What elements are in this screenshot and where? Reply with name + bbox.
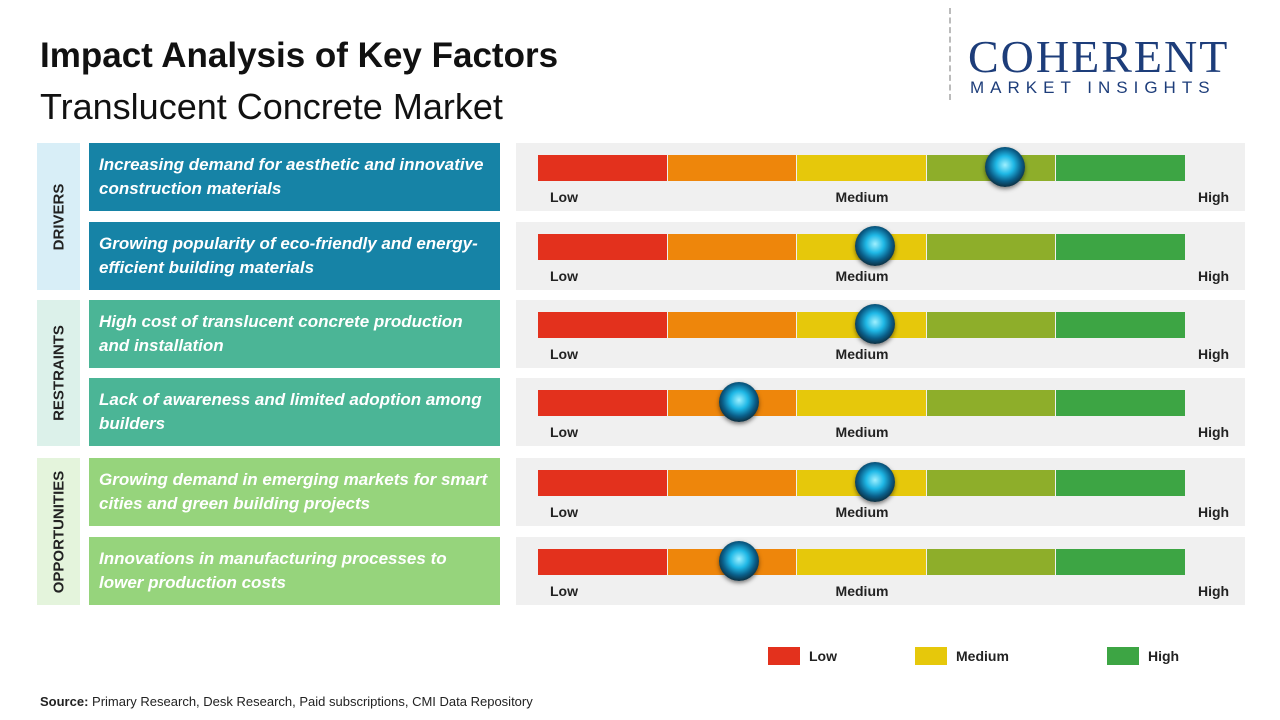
gauge-segment bbox=[538, 155, 667, 181]
gauge-panel: Low Medium High bbox=[516, 300, 1245, 368]
logo-tagline: MARKET INSIGHTS bbox=[970, 78, 1216, 97]
legend-label: Medium bbox=[956, 648, 1009, 664]
impact-knob bbox=[984, 147, 1025, 187]
factor-box: Innovations in manufacturing processes t… bbox=[89, 537, 500, 605]
scale-medium: Medium bbox=[835, 583, 889, 599]
gauge-segment bbox=[797, 155, 926, 181]
section-label: DRIVERS bbox=[50, 183, 67, 250]
gauge-segment bbox=[1056, 234, 1185, 260]
scale-low: Low bbox=[550, 346, 578, 362]
title: Impact Analysis of Key Factors bbox=[40, 36, 559, 75]
gauge-panel: Low Medium High bbox=[516, 537, 1245, 605]
section-band: RESTRAINTS bbox=[37, 300, 80, 446]
section-band: OPPORTUNITIES bbox=[37, 458, 80, 605]
factor-box: Lack of awareness and limited adoption a… bbox=[89, 378, 500, 446]
gauge-panel: Low Medium High bbox=[516, 222, 1245, 290]
gauge-segment bbox=[926, 549, 1056, 575]
logo-name: COHERENT bbox=[968, 31, 1230, 82]
gauge-segment bbox=[926, 312, 1056, 338]
gauge-segment bbox=[1056, 390, 1185, 416]
gauge-segment bbox=[926, 470, 1056, 496]
factor-box: Growing demand in emerging markets for s… bbox=[89, 458, 500, 526]
source-label: Source: bbox=[40, 694, 89, 709]
factor-box: Growing popularity of eco-friendly and e… bbox=[89, 222, 500, 290]
gauge-segment bbox=[797, 549, 926, 575]
legend-swatch bbox=[915, 647, 947, 665]
scale-high: High bbox=[1198, 504, 1230, 520]
gauge-segment bbox=[667, 312, 797, 338]
impact-knob bbox=[718, 541, 759, 581]
gauge-segment bbox=[1056, 312, 1185, 338]
gauge-segment bbox=[538, 470, 667, 496]
gauge-panel: Low Medium High bbox=[516, 378, 1245, 446]
scale-high: High bbox=[1198, 583, 1230, 599]
scale-low: Low bbox=[550, 189, 578, 205]
section-band: DRIVERS bbox=[37, 143, 80, 290]
impact-knob bbox=[854, 304, 895, 344]
impact-knob bbox=[854, 226, 895, 266]
scale-low: Low bbox=[550, 268, 578, 284]
gauge-segment bbox=[1056, 470, 1185, 496]
legend-swatch bbox=[768, 647, 800, 665]
gauge-panel: Low Medium High bbox=[516, 458, 1245, 526]
gauge-segment bbox=[538, 234, 667, 260]
source-text: Primary Research, Desk Research, Paid su… bbox=[92, 694, 533, 709]
gauge-segment bbox=[667, 155, 797, 181]
scale-medium: Medium bbox=[835, 189, 889, 205]
impact-knob bbox=[718, 382, 759, 422]
section-label: OPPORTUNITIES bbox=[50, 470, 67, 593]
gauge-segment bbox=[538, 549, 667, 575]
scale-high: High bbox=[1198, 268, 1230, 284]
legend-label: High bbox=[1148, 648, 1180, 664]
scale-low: Low bbox=[550, 504, 578, 520]
gauge-segment bbox=[926, 390, 1056, 416]
gauge-segment bbox=[538, 390, 667, 416]
scale-low: Low bbox=[550, 424, 578, 440]
gauge-panel: Low Medium High bbox=[516, 143, 1245, 211]
source: Source: Primary Research, Desk Research,… bbox=[40, 694, 533, 709]
legend-swatch bbox=[1107, 647, 1139, 665]
scale-medium: Medium bbox=[835, 504, 889, 520]
gauge-segment bbox=[797, 390, 926, 416]
gauge-segment bbox=[667, 470, 797, 496]
scale-high: High bbox=[1198, 346, 1230, 362]
scale-low: Low bbox=[550, 583, 578, 599]
legend-label: Low bbox=[809, 648, 837, 664]
impact-knob bbox=[854, 462, 895, 502]
factor-box: Increasing demand for aesthetic and inno… bbox=[89, 143, 500, 211]
factor-box: High cost of translucent concrete produc… bbox=[89, 300, 500, 368]
section-label: RESTRAINTS bbox=[50, 325, 67, 421]
gauge-segment bbox=[1056, 155, 1185, 181]
scale-high: High bbox=[1198, 189, 1230, 205]
scale-medium: Medium bbox=[835, 424, 889, 440]
subtitle: Translucent Concrete Market bbox=[40, 86, 503, 127]
scale-high: High bbox=[1198, 424, 1230, 440]
gauge-segment bbox=[538, 312, 667, 338]
gauge-segment bbox=[926, 234, 1056, 260]
scale-medium: Medium bbox=[835, 346, 889, 362]
scale-medium: Medium bbox=[835, 268, 889, 284]
gauge-segment bbox=[667, 234, 797, 260]
gauge-segment bbox=[1056, 549, 1185, 575]
divider bbox=[949, 8, 951, 100]
